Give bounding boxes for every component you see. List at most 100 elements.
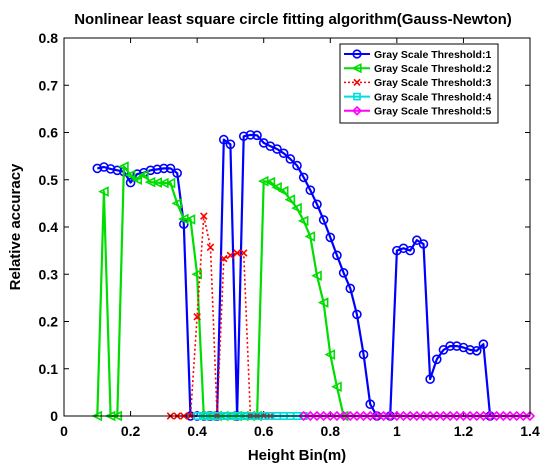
legend-marker <box>352 105 362 116</box>
x-tick-label: 0.8 <box>321 423 341 439</box>
y-axis-label: Relative accuracy <box>7 163 24 290</box>
data-point <box>425 410 436 422</box>
data-point <box>272 144 282 154</box>
data-point <box>491 410 502 422</box>
data-point <box>352 309 362 320</box>
data-point <box>298 410 309 422</box>
x-tick-label: 1 <box>393 423 401 439</box>
data-point <box>172 168 182 178</box>
x-axis-label: Height Bin(m) <box>248 447 346 464</box>
data-point <box>165 163 176 174</box>
data-point <box>318 215 329 225</box>
data-point <box>365 399 376 409</box>
data-point <box>271 182 282 193</box>
legend-entry: Gray Scale Threshold:5 <box>374 106 491 118</box>
y-tick-label: 0.1 <box>39 361 59 377</box>
x-tick-label: 1.2 <box>454 423 474 439</box>
data-point <box>159 163 169 174</box>
data-point <box>438 410 449 422</box>
data-point <box>332 250 342 261</box>
data-point <box>225 139 236 150</box>
data-point <box>431 354 442 365</box>
y-tick-label: 0.2 <box>39 314 59 330</box>
data-point <box>358 349 369 360</box>
data-point <box>285 154 296 164</box>
data-point <box>145 165 156 176</box>
data-point <box>318 410 329 422</box>
data-point <box>312 199 322 210</box>
data-point <box>278 148 289 159</box>
data-point <box>451 341 462 351</box>
data-point <box>206 243 215 252</box>
data-point <box>418 239 429 249</box>
data-point <box>418 410 429 422</box>
data-point <box>220 254 228 263</box>
y-tick-label: 0.8 <box>39 30 59 46</box>
legend-entry: Gray Scale Threshold:4 <box>374 91 491 103</box>
data-point <box>504 410 516 422</box>
data-point <box>311 270 322 281</box>
data-point <box>264 176 276 188</box>
data-point <box>431 410 442 422</box>
chart-title: Nonlinear least square circle fitting al… <box>74 11 512 28</box>
data-point <box>297 215 309 227</box>
plot-frame <box>63 37 531 417</box>
legend-marker <box>353 78 361 87</box>
data-point <box>200 212 208 220</box>
data-point <box>338 410 349 422</box>
axis-ticks: 0 0.2 0.4 0.6 0.8 1 1.2 1.4 0 0.1 0.2 0.3 0.4 0.5 0.6 0… <box>39 30 540 439</box>
data-point <box>325 232 336 243</box>
data-point <box>298 172 309 183</box>
data-point <box>478 339 489 349</box>
data-point <box>292 160 302 171</box>
legend-marker <box>353 92 361 101</box>
data-point <box>371 410 383 422</box>
data-point <box>518 410 529 422</box>
data-point <box>118 161 129 172</box>
data-point <box>471 345 482 356</box>
data-point <box>385 410 396 422</box>
data-point <box>184 214 196 225</box>
legend-marker <box>351 63 362 74</box>
data-point <box>498 410 509 422</box>
data-point <box>391 410 402 422</box>
data-point <box>252 130 262 141</box>
data-point <box>458 410 469 422</box>
legend: Gray Scale Threshold:1 Gray Scale Thresho… <box>339 43 499 124</box>
data-point <box>191 268 202 280</box>
y-tick-label: 0.5 <box>39 172 59 188</box>
data-point <box>471 410 482 422</box>
data-point <box>238 131 249 142</box>
data-point <box>105 164 116 174</box>
data-point <box>98 186 109 197</box>
data-point <box>444 410 456 422</box>
legend-marker <box>352 49 362 59</box>
x-tick-label: 0.2 <box>121 423 141 439</box>
data-point <box>277 185 289 197</box>
data-point <box>239 249 248 257</box>
data-point <box>325 410 336 422</box>
data-point <box>398 410 409 422</box>
y-tick-label: 0.7 <box>39 77 59 93</box>
data-point <box>99 162 109 172</box>
data-point <box>445 341 455 351</box>
data-point <box>171 198 182 209</box>
data-point <box>331 381 342 392</box>
data-point <box>317 297 329 308</box>
legend-entry: Gray Scale Threshold:2 <box>374 63 491 75</box>
data-point <box>464 410 476 422</box>
data-point <box>524 410 536 422</box>
data-point <box>291 202 302 214</box>
data-point <box>226 251 235 260</box>
data-point <box>125 177 136 188</box>
data-point <box>378 410 389 422</box>
data-point <box>351 410 363 422</box>
data-point <box>345 283 356 294</box>
data-point <box>164 177 176 189</box>
y-tick-label: 0.4 <box>39 219 59 235</box>
data-point <box>425 374 435 384</box>
data-point <box>112 165 123 176</box>
data-point <box>304 231 316 242</box>
data-point <box>124 169 136 181</box>
